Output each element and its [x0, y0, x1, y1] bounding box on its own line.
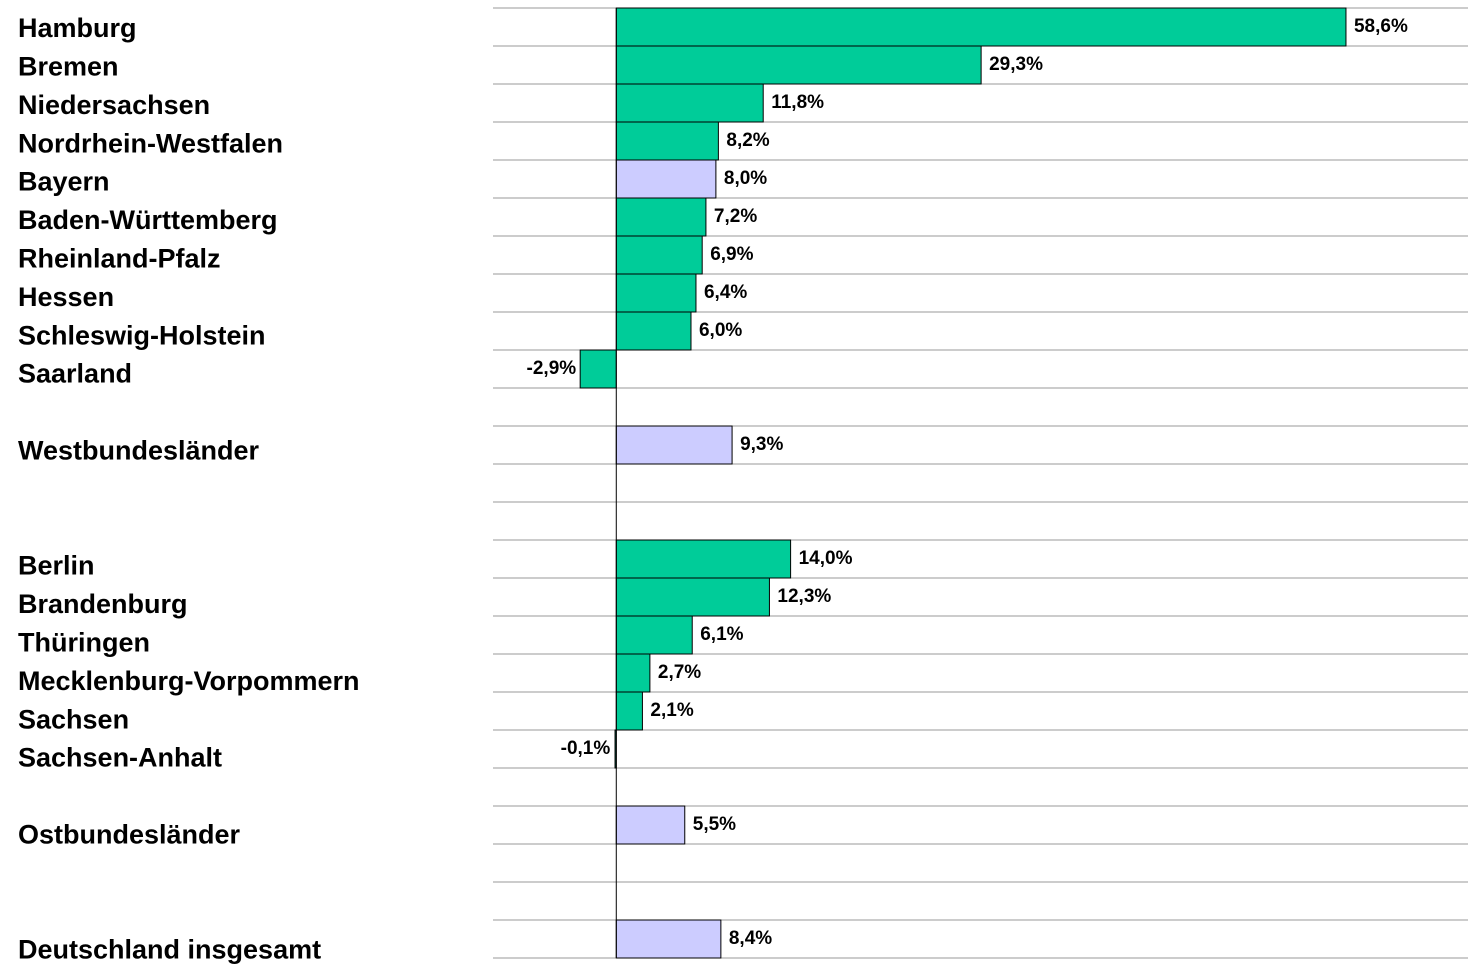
value-label: 6,9%: [710, 244, 753, 265]
bar: [615, 919, 722, 959]
value-label: 8,0%: [724, 168, 767, 189]
value-label: -2,9%: [527, 358, 577, 379]
value-label: 5,5%: [693, 814, 736, 835]
category-label: Bayern: [18, 167, 110, 197]
bar: [615, 159, 717, 199]
value-label: 6,1%: [700, 624, 743, 645]
bar: [615, 691, 643, 731]
value-label: 2,1%: [650, 700, 693, 721]
bar: [615, 235, 703, 275]
value-label: 8,2%: [726, 130, 769, 151]
bar: [579, 349, 617, 389]
bar: [615, 45, 982, 85]
bar: [615, 197, 707, 237]
value-label: 29,3%: [989, 54, 1043, 75]
bar: [615, 273, 697, 313]
value-label: 11,8%: [771, 92, 824, 113]
bar: [615, 83, 764, 123]
category-label: Saarland: [18, 359, 132, 389]
category-label: Rheinland-Pfalz: [18, 244, 221, 274]
category-label: Sachsen-Anhalt: [18, 743, 222, 773]
category-label: Niedersachsen: [18, 90, 210, 120]
bar: [615, 539, 792, 579]
category-label: Bremen: [18, 52, 119, 82]
value-label: 7,2%: [714, 206, 757, 227]
category-label: Hessen: [18, 282, 114, 312]
category-label: Brandenburg: [18, 589, 188, 619]
value-label: 9,3%: [740, 434, 783, 455]
bar: [615, 805, 686, 845]
bar: [615, 425, 733, 465]
category-label: Westbundesländer: [18, 436, 260, 466]
value-label: 6,0%: [699, 320, 742, 341]
value-label: 14,0%: [799, 548, 853, 569]
value-label: -0,1%: [561, 738, 611, 759]
bar: [615, 311, 692, 351]
value-label: 8,4%: [729, 928, 772, 949]
category-label: Nordrhein-Westfalen: [18, 128, 283, 158]
category-label: Deutschland insgesamt: [18, 935, 321, 965]
bar: [615, 653, 651, 693]
category-label: Hamburg: [18, 13, 137, 43]
value-label: 2,7%: [658, 662, 701, 683]
value-label: 58,6%: [1354, 16, 1408, 37]
bar: [615, 7, 1347, 47]
bar: [615, 577, 770, 617]
bar: [615, 615, 693, 655]
category-label: Sachsen: [18, 704, 129, 734]
category-label: Baden-Württemberg: [18, 205, 278, 235]
category-label: Ostbundesländer: [18, 820, 241, 850]
category-label: Thüringen: [18, 628, 150, 658]
bar: [615, 121, 719, 161]
category-label: Schleswig-Holstein: [18, 320, 266, 350]
value-label: 12,3%: [777, 586, 831, 607]
category-label: Mecklenburg-Vorpommern: [18, 666, 360, 696]
value-label: 6,4%: [704, 282, 747, 303]
category-label: Berlin: [18, 551, 95, 581]
